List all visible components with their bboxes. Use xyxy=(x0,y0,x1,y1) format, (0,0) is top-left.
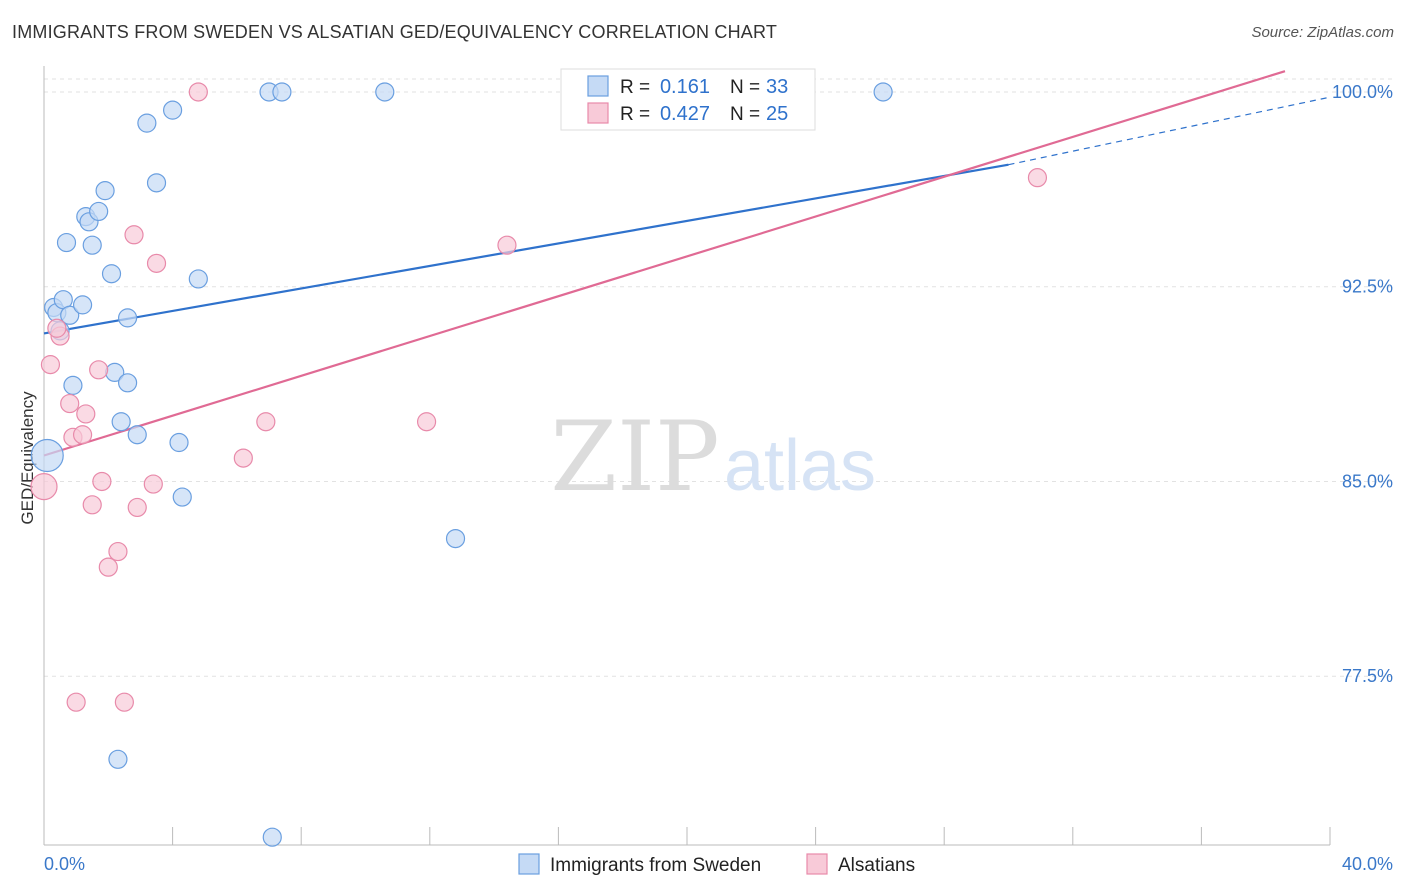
sweden-point xyxy=(146,173,167,193)
sweden-point xyxy=(873,82,893,102)
alsatian-point xyxy=(47,318,67,338)
alsatian-point xyxy=(40,355,61,375)
alsatian-point xyxy=(89,360,109,380)
sweden-point xyxy=(101,264,122,284)
legend-r-value: 0.161 xyxy=(660,76,710,98)
watermark: ZIP atlas xyxy=(550,401,876,513)
legend-swatch xyxy=(587,102,609,124)
sweden-point xyxy=(60,305,80,325)
sweden-point xyxy=(95,181,115,201)
legend-swatch xyxy=(587,75,609,97)
sweden-point xyxy=(111,412,131,432)
sweden-point xyxy=(89,201,109,222)
sweden-point xyxy=(172,487,192,507)
alsatian-point xyxy=(108,541,128,562)
sweden-point xyxy=(262,827,282,847)
alsatian-point xyxy=(256,412,276,432)
watermark-atlas: atlas xyxy=(724,426,876,506)
alsatian-point xyxy=(1027,168,1048,188)
y-tick-label: 77.5% xyxy=(1342,666,1393,686)
data-points xyxy=(30,82,1048,847)
alsatian-point xyxy=(124,225,144,245)
trend-line-sweden xyxy=(43,163,1009,335)
sweden-point xyxy=(30,438,64,473)
y-tick-label: 92.5% xyxy=(1342,277,1393,297)
alsatian-point xyxy=(416,412,437,432)
sweden-point xyxy=(117,308,138,328)
legend-r-value: 0.427 xyxy=(660,103,710,125)
alsatian-point xyxy=(497,235,517,255)
alsatian-point xyxy=(60,393,80,414)
watermark-zip: ZIP xyxy=(550,401,719,513)
alsatian-point xyxy=(30,473,58,501)
alsatian-point xyxy=(92,471,112,492)
sweden-point xyxy=(82,235,102,255)
y-tick-labels: 100.0% 92.5% 85.0% 77.5% xyxy=(1332,82,1393,686)
sweden-point xyxy=(188,269,208,289)
trend-line-alsatians xyxy=(43,70,1286,457)
legend-swatch xyxy=(518,853,540,875)
sweden-point xyxy=(63,375,83,395)
alsatian-point xyxy=(127,497,147,518)
y-tick-label: 100.0% xyxy=(1332,82,1393,102)
x-tick-labels: 0.0% 40.0% xyxy=(44,854,1393,874)
alsatian-point xyxy=(233,448,253,468)
legend-n-value: 33 xyxy=(766,76,788,98)
sweden-point xyxy=(127,425,147,445)
x-tick-label: 40.0% xyxy=(1342,854,1393,874)
sweden-point xyxy=(445,528,466,549)
source-label: Source: ZipAtlas.com xyxy=(1251,24,1394,41)
alsatian-point xyxy=(82,495,102,515)
alsatian-point xyxy=(72,425,93,445)
legend-bottom: Immigrants from Sweden Alsatians xyxy=(518,853,915,876)
legend-swatch xyxy=(806,853,828,875)
alsatian-point xyxy=(146,253,167,273)
legend-r-label: R = xyxy=(620,77,650,98)
sweden-point xyxy=(108,749,128,769)
gridlines xyxy=(44,78,1395,677)
alsatian-point xyxy=(143,474,163,494)
trend-lines xyxy=(43,70,1331,457)
alsatian-point xyxy=(76,404,96,424)
legend-r-label: R = xyxy=(620,104,650,125)
alsatian-point xyxy=(66,692,86,712)
legend-entry-label: Immigrants from Sweden xyxy=(550,855,761,876)
x-tick-label: 0.0% xyxy=(44,854,85,874)
sweden-point xyxy=(117,373,138,393)
alsatian-point xyxy=(188,82,208,102)
legend-n-value: 25 xyxy=(766,103,788,125)
y-tick-label: 85.0% xyxy=(1342,471,1393,491)
sweden-point xyxy=(375,82,395,102)
legend-stats-box: R = 0.161 N = 33 R = 0.427 N = 25 xyxy=(560,68,816,131)
legend-n-label: N = xyxy=(730,77,760,98)
sweden-point xyxy=(137,113,157,133)
axes xyxy=(43,66,1331,846)
sweden-point xyxy=(163,100,183,120)
sweden-point xyxy=(72,295,93,315)
sweden-point xyxy=(272,82,292,102)
legend-entry-label: Alsatians xyxy=(838,855,915,876)
sweden-point xyxy=(56,232,77,253)
alsatian-point xyxy=(114,692,134,712)
alsatian-point xyxy=(98,557,118,577)
chart-title: IMMIGRANTS FROM SWEDEN VS ALSATIAN GED/E… xyxy=(12,22,778,42)
legend-n-label: N = xyxy=(730,104,760,125)
sweden-point xyxy=(169,432,189,453)
